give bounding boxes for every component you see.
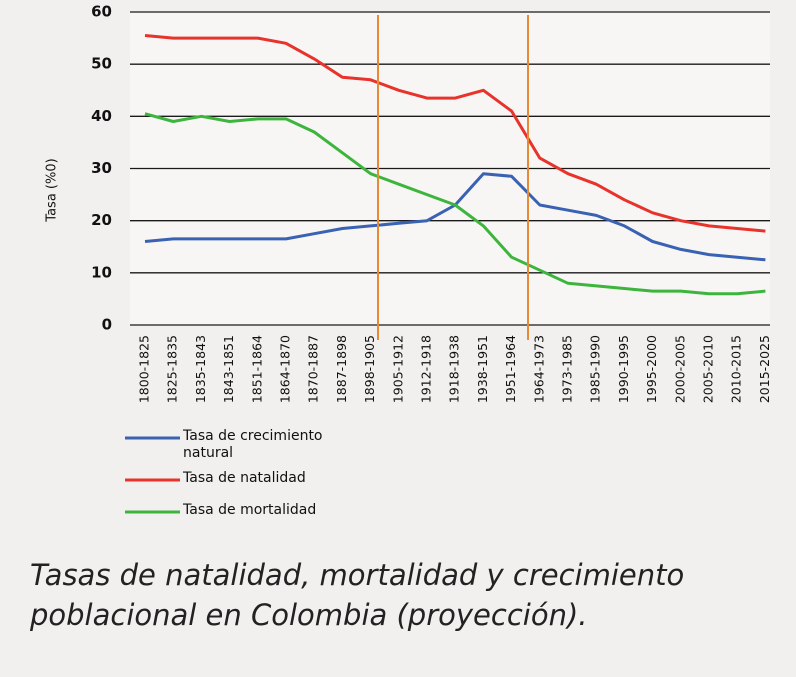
x-tick-label: 1870-1887	[306, 335, 321, 403]
series-line	[144, 34, 766, 233]
y-tick-label: 0	[102, 316, 112, 334]
x-tick-label: 1912-1918	[419, 335, 434, 403]
grid: 0 10 20 30 40 50 60	[91, 3, 770, 334]
lines	[144, 34, 766, 296]
series-line	[144, 112, 766, 296]
x-tick-label: 1851-1864	[249, 335, 264, 403]
legend	[125, 436, 180, 514]
x-tick-label: 2005-2010	[701, 335, 716, 403]
x-tick-label: 1995-2000	[644, 335, 659, 403]
x-tick-label: 1864-1870	[278, 335, 293, 403]
x-tick-label: 1898-1905	[362, 335, 377, 403]
x-tick-label: 2015-2025	[757, 335, 772, 403]
x-tick-label: 1951-1964	[503, 335, 518, 403]
y-tick-label: 40	[91, 107, 112, 125]
x-tick-label: 1905-1912	[390, 335, 405, 403]
legend-label: Tasa de natalidad	[183, 470, 306, 486]
y-tick-label: 60	[91, 3, 112, 21]
x-tick-label: 1985-1990	[588, 335, 603, 403]
x-tick-label: 2010-2015	[729, 335, 744, 403]
x-tick-label: 1964-1973	[531, 335, 546, 403]
legend-label: Tasa de crecimiento natural	[183, 428, 323, 461]
x-tick-label: 1887-1898	[334, 335, 349, 403]
x-axis: 1800-1825 1825-1835 1835-1843 1843-1851 1851…	[137, 335, 772, 403]
legend-label: Tasa de mortalidad	[183, 502, 317, 518]
caption: Tasas de natalidad, mortalidad y crecimi…	[30, 558, 685, 632]
x-tick-label: 1973-1985	[560, 335, 575, 403]
y-axis-label: Tasa (%0)	[45, 158, 60, 222]
x-tick-label: 1843-1851	[221, 335, 236, 403]
x-tick-label: 2000-2005	[672, 335, 687, 403]
x-tick-label: 1825-1835	[165, 335, 180, 403]
y-tick-label: 10	[91, 263, 112, 281]
y-tick-label: 50	[91, 55, 112, 73]
x-tick-label: 1835-1843	[193, 335, 208, 403]
y-tick-label: 30	[91, 159, 112, 177]
x-tick-label: 1990-1995	[616, 335, 631, 403]
x-tick-label: 1938-1951	[475, 335, 490, 403]
x-tick-label: 1800-1825	[137, 335, 152, 403]
x-tick-label: 1918-1938	[447, 335, 462, 403]
y-tick-label: 20	[91, 211, 112, 229]
